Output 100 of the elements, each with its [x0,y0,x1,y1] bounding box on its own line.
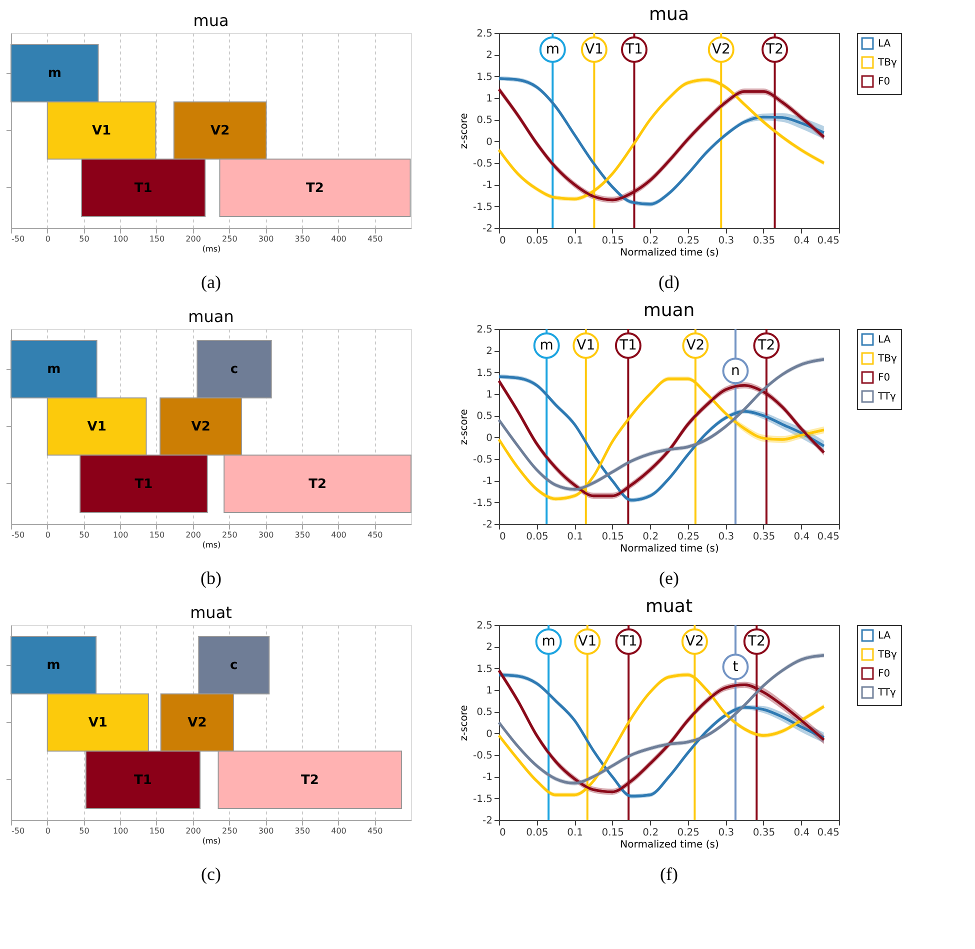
series-label: m [46,658,60,674]
x-axis-title: (ms) [202,540,221,550]
chart-title: muan [188,307,234,326]
x-tick-label: 0.1 [567,532,584,542]
x-axis-title: (ms) [202,836,221,846]
x-tick-label: 400 [331,530,346,540]
ref-line-label: T1 [618,634,638,650]
legend-label: LA [878,630,891,642]
series-label: V2 [191,420,210,434]
series-label: V2 [188,716,207,730]
x-tick-label: 0 [500,828,506,838]
x-tick-label: 0.4 [794,532,810,542]
x-tick-label: 100 [112,234,128,244]
x-axis-title: Normalized time (s) [620,840,719,850]
legend-label: F0 [878,668,890,680]
x-tick-label: 0.1 [567,236,584,246]
y-axis-title: z-score [458,409,470,445]
chart-title: muan [643,300,695,321]
x-tick-label: -50 [12,530,25,540]
x-tick-label: 0.2 [642,236,659,246]
y-axis-title: z-score [458,705,470,741]
legend-label: TBγ [877,650,897,660]
ref-line-label: T2 [746,634,766,650]
y-tick-label: 0 [486,432,492,444]
x-tick-label: 450 [367,234,383,244]
y-tick-label: 2 [486,50,492,62]
x-tick-label: 200 [186,530,201,540]
x-tick-label: 150 [149,826,165,836]
series-label: T2 [300,772,319,788]
x-tick-label: 150 [149,234,165,244]
series-label: m [47,362,61,378]
y-tick-label: -1 [482,180,492,192]
x-tick-label: 0.35 [752,532,776,542]
series-label: V1 [87,420,106,434]
y-tick-label: 2.5 [476,28,492,40]
x-axis-title: Normalized time (s) [620,248,719,258]
x-tick-label: -50 [12,234,25,244]
x-tick-label: 0.4 [794,828,810,838]
x-tick-label: 0 [45,826,50,836]
ref-line-label: m [540,338,554,354]
x-tick-label: 0.2 [642,532,659,542]
series-label: c [230,658,238,674]
y-tick-label: -1 [482,476,492,488]
series-label: T2 [308,476,327,492]
x-tick-label: 0.15 [602,236,624,246]
x-tick-label: 0 [45,530,50,540]
x-tick-label: 0.15 [602,532,624,542]
x-tick-label: 0 [45,234,50,244]
x-tick-label: 250 [222,530,238,540]
y-tick-label: 0 [486,136,492,148]
text: (b) [200,568,222,588]
ref-line-label: m [542,634,556,650]
legend-label: F0 [878,76,890,88]
x-tick-label: 200 [186,826,201,836]
y-tick-label: -0.5 [472,158,492,170]
x-tick-label: 0.45 [817,236,840,246]
x-tick-label: 0.15 [602,828,624,838]
x-tick-label: 450 [367,530,383,540]
y-tick-label: 1.5 [476,664,492,675]
y-tick-label: 1 [486,94,492,104]
series-label: m [48,66,62,82]
x-tick-label: 350 [294,530,310,540]
series-label: V1 [92,124,112,138]
y-tick-label: 2 [486,642,492,654]
chart-title: mua [649,4,689,25]
x-tick-label: 0.45 [817,828,840,838]
series-label: T1 [134,476,153,492]
y-tick-label: 0.5 [476,411,492,422]
ref-line-label: T1 [624,42,643,58]
x-tick-label: 350 [294,234,310,244]
y-tick-label: 1.5 [476,72,492,83]
legend-label: F0 [878,372,890,384]
x-tick-label: 0.25 [677,828,700,838]
legend-label: TTγ [877,688,896,698]
x-tick-label: 300 [258,826,274,836]
x-axis-title: Normalized time (s) [620,544,719,554]
legend-label: LA [878,38,891,50]
x-tick-label: -50 [12,826,25,836]
x-tick-label: 0.1 [567,828,584,838]
text: (f) [660,864,678,884]
ref-line-label: t [732,658,739,675]
y-tick-label: 2.5 [476,324,492,336]
x-tick-label: 0.35 [752,236,776,246]
x-tick-label: 100 [112,530,128,540]
x-tick-label: 400 [331,234,346,244]
x-tick-label: 150 [149,530,165,540]
y-tick-label: -1.5 [472,498,492,509]
y-tick-label: 0.5 [476,115,492,126]
y-tick-label: -1 [482,772,492,784]
series-label: T2 [306,180,324,196]
ref-line-label: m [546,42,560,58]
y-tick-label: 0 [486,728,492,740]
x-tick-label: 0.05 [526,828,548,838]
y-tick-label: -0.5 [472,750,492,762]
ref-line-label: T2 [765,42,784,58]
x-tick-label: 0 [500,532,506,542]
x-tick-label: 0.25 [677,236,700,246]
x-tick-label: 0 [500,236,506,246]
legend-label: LA [878,334,891,346]
x-tick-label: 300 [258,530,274,540]
